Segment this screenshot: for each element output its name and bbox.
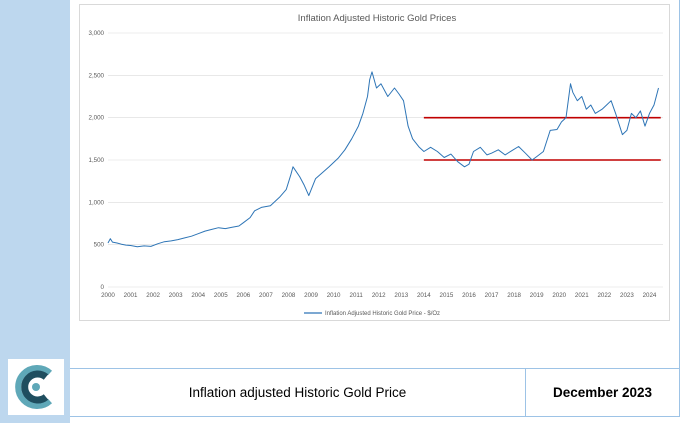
y-tick-labels: 0 500 1,000 1,500 2,000 2,500 3,000 <box>89 30 105 291</box>
y-tick-label-3000: 3,000 <box>89 30 105 37</box>
chart-svg: Inflation Adjusted Historic Gold Prices … <box>89 13 663 317</box>
x-tick-label-2006: 2006 <box>236 292 250 299</box>
x-tick-label-2004: 2004 <box>191 292 205 299</box>
x-tick-label-2000: 2000 <box>101 292 115 299</box>
footer-title: Inflation adjusted Historic Gold Price <box>188 384 407 400</box>
footer-bottom-border <box>70 416 680 417</box>
series-line-0 <box>107 71 659 248</box>
x-tick-label-2021: 2021 <box>575 292 589 299</box>
footer-date: December 2023 <box>552 384 653 400</box>
x-tick-label-2010: 2010 <box>327 292 341 299</box>
y-tick-label-500: 500 <box>94 242 105 249</box>
legend: Inflation Adjusted Historic Gold Price -… <box>304 311 440 317</box>
y-gridlines <box>108 32 663 288</box>
logo-c-icon <box>15 365 53 409</box>
x-tick-label-2001: 2001 <box>124 292 138 299</box>
chart-title: Inflation Adjusted Historic Gold Prices <box>298 13 457 24</box>
x-tick-label-2020: 2020 <box>552 292 566 299</box>
x-tick-label-2013: 2013 <box>394 292 408 299</box>
x-tick-label-2012: 2012 <box>372 292 386 299</box>
x-tick-label-2018: 2018 <box>507 292 521 299</box>
y-tick-label-0: 0 <box>101 284 105 291</box>
x-tick-label-2015: 2015 <box>440 292 454 299</box>
x-tick-label-2002: 2002 <box>146 292 160 299</box>
x-tick-label-2016: 2016 <box>462 292 476 299</box>
x-tick-labels: 2000 2001 2002 2003 2004 2005 2006 2007 2008 2009… <box>101 292 657 299</box>
threshold-lines <box>423 116 661 161</box>
footer-divider <box>525 368 526 417</box>
legend-label: Inflation Adjusted Historic Gold Price -… <box>325 311 440 317</box>
x-tick-label-2011: 2011 <box>350 292 364 299</box>
x-tick-label-2022: 2022 <box>597 292 611 299</box>
x-tick-label-2009: 2009 <box>304 292 318 299</box>
x-tick-label-2019: 2019 <box>530 292 544 299</box>
series-layer <box>107 71 659 248</box>
x-tick-label-2017: 2017 <box>485 292 499 299</box>
x-tick-label-2003: 2003 <box>169 292 183 299</box>
x-tick-label-2008: 2008 <box>282 292 296 299</box>
right-border-line <box>679 0 680 417</box>
x-tick-label-2005: 2005 <box>214 292 228 299</box>
y-tick-label-1500: 1,500 <box>89 157 105 164</box>
company-logo <box>8 359 64 415</box>
y-tick-label-2500: 2,500 <box>89 72 105 79</box>
x-tick-label-2023: 2023 <box>620 292 634 299</box>
y-tick-label-2000: 2,000 <box>89 115 105 122</box>
footer-top-border <box>70 368 680 369</box>
x-tick-label-2014: 2014 <box>417 292 431 299</box>
x-tick-label-2024: 2024 <box>643 292 657 299</box>
x-tick-label-2007: 2007 <box>259 292 273 299</box>
left-accent-bar <box>0 0 70 423</box>
chart-panel: Inflation Adjusted Historic Gold Prices … <box>79 4 670 321</box>
y-tick-label-1000: 1,000 <box>89 199 105 206</box>
